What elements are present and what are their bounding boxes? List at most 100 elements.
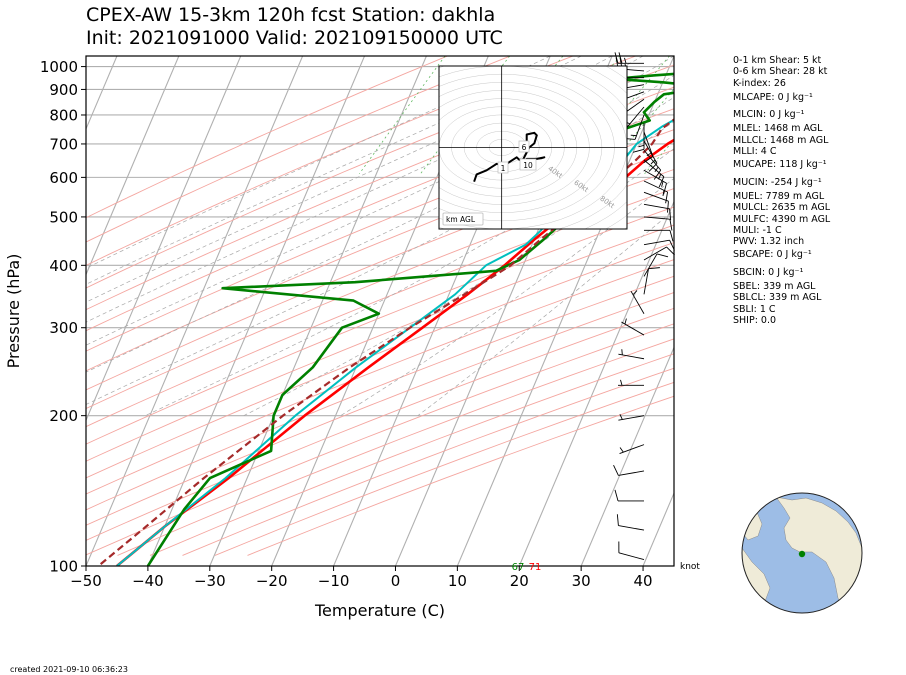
isotherm-line	[86, 56, 180, 276]
wind-barb	[618, 379, 644, 386]
index-muli: MULI: -1 C	[733, 224, 782, 236]
y-tick-label: 500	[49, 208, 78, 226]
wind-barb	[643, 216, 673, 231]
africa-europe-landmass	[775, 496, 862, 613]
index-mlcin: MLCIN: 0 J kg⁻¹	[733, 109, 805, 121]
temperature-line	[116, 138, 674, 566]
index-mulcl: MULCL: 2635 m AGL	[733, 202, 831, 214]
x-tick-label: 10	[448, 572, 467, 590]
chart-title-line-1: CPEX-AW 15-3km 120h fcst Station: dakhla	[86, 4, 496, 26]
wind-barb	[618, 349, 645, 360]
index-sbli: SBLI: 1 C	[733, 303, 776, 315]
wind-barb	[643, 169, 667, 195]
wind-barb	[643, 246, 675, 261]
index-mucin: MUCIN: -254 J kg⁻¹	[733, 176, 822, 188]
moist-adiabat-line	[86, 96, 674, 405]
hodo-height-marker-6: 6	[518, 140, 530, 153]
x-tick-label: −10	[318, 572, 350, 590]
isotherm-line	[147, 56, 366, 566]
y-tick-label: 100	[49, 558, 78, 576]
dry-adiabat-line	[86, 188, 674, 428]
wind-barbs	[612, 52, 675, 561]
wind-barb	[643, 180, 669, 204]
profile-lines	[97, 72, 674, 566]
sounding-indices-panel: 0-1 km Shear: 5 kt 0-6 km Shear: 28 kt K…	[733, 55, 903, 326]
hodograph-frame	[438, 65, 628, 230]
wind-barb	[643, 239, 675, 251]
moist-adiabat-line	[86, 56, 551, 269]
wind-barb	[618, 541, 645, 561]
index-shear-0-1km: 0-1 km Shear: 5 kt	[733, 55, 822, 66]
dry-adiabat-line	[86, 259, 674, 495]
y-tick-label: 1000	[40, 58, 78, 76]
wind-barb	[644, 229, 674, 242]
index-sblcl: SBLCL: 339 m AGL	[733, 292, 822, 304]
dry-adiabat-line	[117, 338, 674, 556]
station-marker	[798, 550, 806, 558]
dry-adiabat-line	[86, 108, 674, 352]
parcel-line	[97, 118, 674, 566]
wind-barb	[613, 464, 645, 476]
moist-adiabat-line	[86, 56, 613, 303]
dry-adiabat-line	[86, 56, 511, 243]
index-muel: MUEL: 7789 m AGL	[733, 190, 825, 202]
hodograph-inset: 40kt 60kt 80kt km AGL 1 6 10	[438, 65, 628, 230]
dry-adiabat-line	[86, 292, 674, 526]
wind-barb	[618, 414, 645, 421]
y-axis-label: Pressure (hPa)	[4, 254, 23, 369]
index-mlel: MLEL: 1468 m AGL	[733, 123, 823, 135]
dry-adiabat-line	[86, 168, 674, 410]
wind-barb	[619, 444, 645, 454]
svg-text:10: 10	[523, 161, 533, 170]
wind-barb	[643, 253, 669, 277]
index-sbcape: SBCAPE: 0 J kg⁻¹	[733, 249, 812, 261]
wind-barb	[643, 203, 672, 221]
wind-barb	[616, 514, 645, 531]
hodograph-trace	[473, 131, 546, 183]
hodo-height-marker-1: 1	[497, 161, 509, 174]
dry-adiabat-line	[149, 353, 674, 556]
index-k-index: K-index: 26	[733, 77, 786, 89]
isotherm-line	[580, 346, 674, 566]
dry-adiabat-line	[86, 206, 674, 445]
created-timestamp: created 2021-09-10 06:36:23	[10, 665, 128, 674]
moist-adiabat-line	[86, 56, 674, 346]
dry-adiabat-line	[86, 275, 674, 511]
surface-temperature-label: 71	[529, 562, 542, 573]
moist-adiabat-line	[243, 148, 674, 417]
y-tick-label: 300	[49, 319, 78, 337]
index-mlli: MLLI: 4 C	[733, 146, 777, 158]
x-tick-label: 30	[572, 572, 591, 590]
moist-adiabat-line	[86, 74, 674, 373]
background-lines	[86, 56, 674, 566]
wind-barb	[643, 191, 669, 213]
index-mulfc: MULFC: 4390 m AGL	[733, 213, 831, 225]
hodo-km-agl-box: km AGL	[442, 212, 484, 226]
dry-adiabat-line	[86, 56, 448, 219]
dry-adiabat-line	[86, 224, 674, 462]
surface-dewpoint-label: 67	[512, 562, 525, 573]
dry-adiabat-line	[86, 307, 674, 541]
isotherm-line	[456, 56, 674, 566]
index-mucape: MUCAPE: 118 J kg⁻¹	[733, 159, 827, 171]
index-sbel: SBEL: 339 m AGL	[733, 281, 816, 293]
wind-barb	[621, 318, 645, 336]
hodo-height-marker-10: 10	[519, 158, 537, 171]
svg-text:km AGL: km AGL	[446, 215, 476, 224]
wind-barb	[643, 149, 662, 180]
svg-text:6: 6	[522, 143, 527, 152]
wind-units-label: knot	[680, 562, 700, 572]
index-mllcl: MLLCL: 1468 m AGL	[733, 134, 829, 146]
y-tick-label: 700	[49, 135, 78, 153]
index-shear-0-6km: 0-6 km Shear: 28 kt	[733, 66, 828, 78]
index-sbcin: SBCIN: 0 J kg⁻¹	[733, 266, 804, 278]
dry-adiabat-line	[86, 323, 674, 556]
y-tick-label: 200	[49, 407, 78, 425]
index-ship: SHIP: 0.0	[733, 314, 777, 326]
index-mlcape: MLCAPE: 0 J kg⁻¹	[733, 91, 813, 103]
y-tick-label: 800	[49, 106, 78, 124]
plot-frame	[85, 55, 675, 567]
isotherm-line	[518, 200, 674, 566]
x-tick-label: 20	[510, 572, 529, 590]
